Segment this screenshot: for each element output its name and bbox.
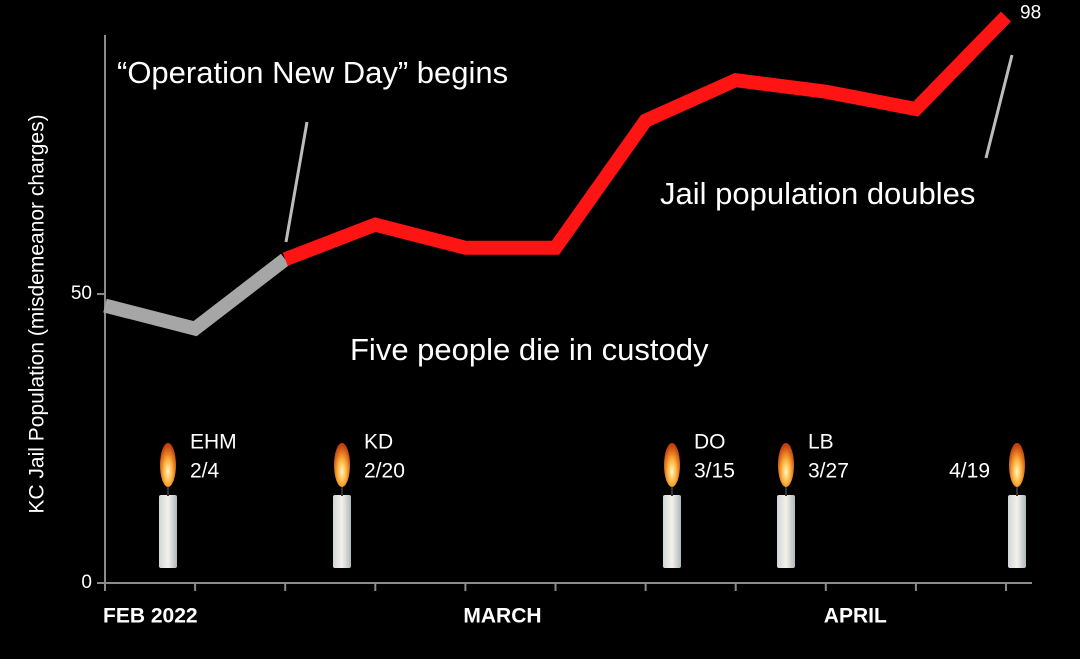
candle (663, 495, 681, 568)
candle (777, 495, 795, 568)
candle (1008, 495, 1026, 568)
y-axis-label: KC Jail Population (misdemeanor charges) (26, 114, 49, 513)
x-tick-label: MARCH (463, 605, 541, 628)
flame (334, 443, 350, 487)
x-tick-label: FEB 2022 (103, 605, 198, 628)
death-initials: LB (808, 431, 834, 454)
flame (664, 443, 680, 487)
death-initials: DO (694, 431, 726, 454)
death-date: 2/4 (190, 460, 220, 483)
death-date: 2/20 (364, 460, 405, 483)
death-initials: KD (364, 431, 393, 454)
flame (160, 443, 176, 487)
death-initials: EHM (190, 431, 237, 454)
death-date: 3/15 (694, 460, 735, 483)
annotation: Jail population doubles (660, 176, 975, 211)
candle (333, 495, 351, 568)
candle (159, 495, 177, 568)
flame (778, 443, 794, 487)
pointer-line (284, 121, 309, 243)
line-series (282, 11, 1012, 266)
annotation: “Operation New Day” begins (117, 55, 508, 90)
death-date: 4/19 (949, 460, 990, 483)
y-tick-label: 0 (81, 572, 92, 593)
death-date: 3/27 (808, 460, 849, 483)
x-tick-label: APRIL (824, 605, 887, 628)
annotation: Five people die in custody (350, 332, 709, 367)
line-series (103, 253, 290, 337)
pointer-line (984, 54, 1014, 159)
y-tick-label: 50 (71, 283, 92, 304)
data-label: 98 (1020, 3, 1041, 24)
flame (1009, 443, 1025, 487)
